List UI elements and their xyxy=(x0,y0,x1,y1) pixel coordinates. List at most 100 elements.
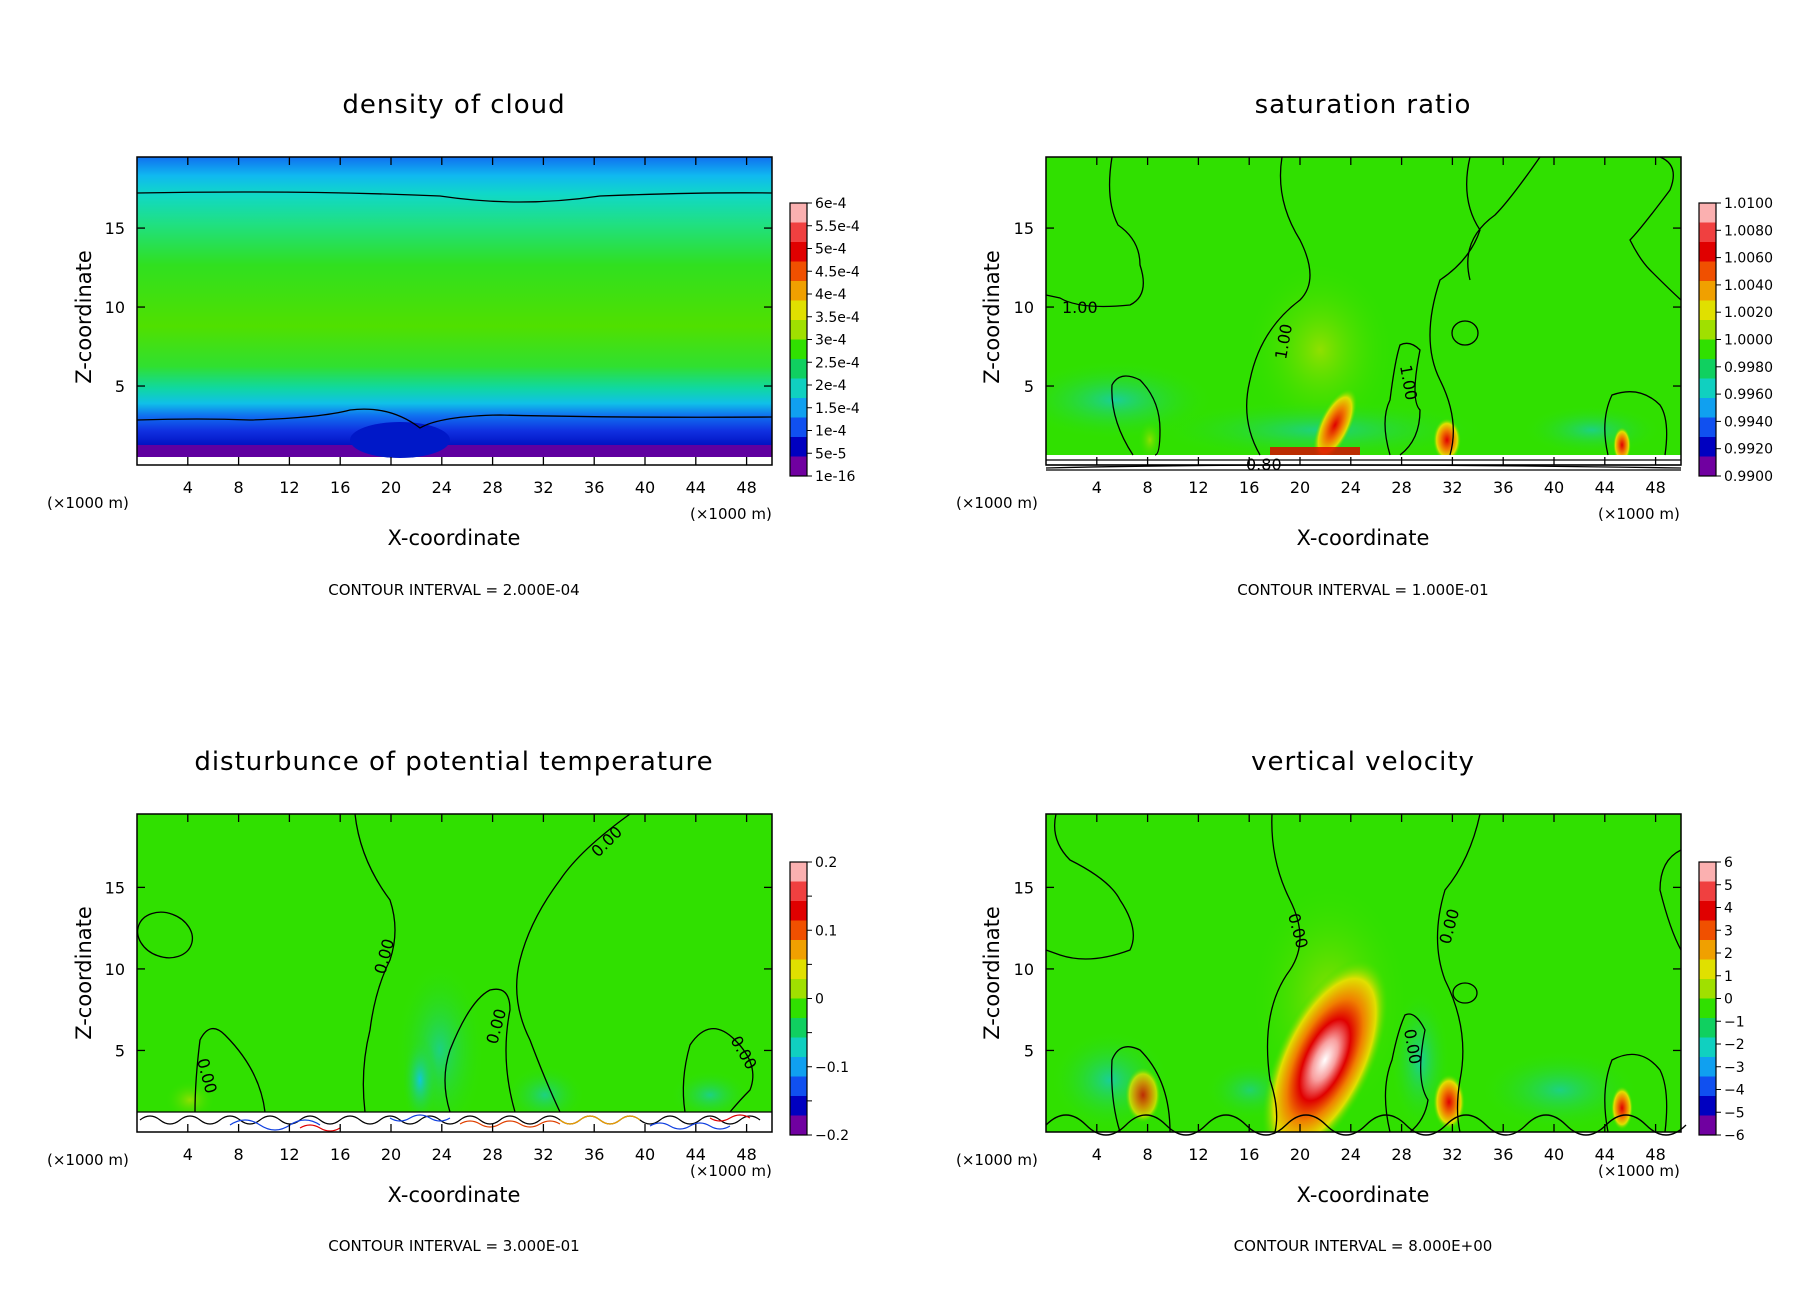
colorbar-label: −0.2 xyxy=(815,1128,849,1144)
colorbar-label: 3 xyxy=(1724,923,1733,939)
z-tick-label: 10 xyxy=(1014,960,1034,979)
x-tick-label: 48 xyxy=(736,478,756,497)
x-tick-label: 12 xyxy=(1188,478,1208,497)
colorbar-swatch xyxy=(1699,1096,1716,1116)
colorbar-swatch xyxy=(1699,339,1716,360)
colorbar-label: 0 xyxy=(1724,992,1733,1008)
x-tick-label: 24 xyxy=(1341,1145,1361,1164)
colorbar-swatch xyxy=(790,1018,807,1038)
x-tick-label: 28 xyxy=(482,1145,502,1164)
colorbar-label: 1.5e-4 xyxy=(815,401,860,417)
colorbar-label: 1.0000 xyxy=(1724,333,1773,349)
x-tick-label: 8 xyxy=(234,1145,244,1164)
panel-saturation-ratio: saturation ratio xyxy=(956,90,1773,599)
colorbar-swatch xyxy=(790,203,807,223)
z-ticks: 5 10 15 xyxy=(105,219,772,396)
colorbar-swatch xyxy=(1699,300,1716,321)
x-tick-label: 20 xyxy=(1290,1145,1310,1164)
colorbar-swatch xyxy=(790,1057,807,1077)
colorbar-label: −4 xyxy=(1724,1083,1745,1099)
colorbar-swatch xyxy=(1699,398,1716,418)
colorbar-swatch xyxy=(1699,1076,1716,1097)
y-axis-label: Z-coordinate xyxy=(980,906,1004,1040)
x-tick-label: 20 xyxy=(1290,478,1310,497)
y-axis-label: Z-coordinate xyxy=(980,250,1004,384)
colorbar-label: 4 xyxy=(1724,901,1733,917)
colorbar-label: 0.9900 xyxy=(1724,469,1773,485)
x-tick-label: 12 xyxy=(279,1145,299,1164)
z-tick-label: 5 xyxy=(115,1041,125,1060)
colorbar-swatch xyxy=(790,242,807,262)
colorbar-swatch xyxy=(1699,862,1716,882)
colorbar-label: −5 xyxy=(1724,1105,1745,1121)
colorbar-swatch xyxy=(790,339,807,360)
x-tick-label: 44 xyxy=(686,1145,706,1164)
colorbar-label: −1 xyxy=(1724,1014,1745,1030)
colorbar-label: 1.0080 xyxy=(1724,223,1773,239)
colorbar-swatch xyxy=(790,940,807,960)
colorbar-swatch xyxy=(790,359,807,379)
z-tick-label: 5 xyxy=(115,377,125,396)
z-tick-label: 10 xyxy=(1014,298,1034,317)
z-tick-label: 15 xyxy=(1014,878,1034,897)
plot-frame xyxy=(1045,813,1682,1133)
x-tick-label: 4 xyxy=(183,1145,193,1164)
x-unit-label: (×1000 m) xyxy=(47,494,129,512)
colorbar-swatch xyxy=(1699,359,1716,379)
colorbar-label: 1.0060 xyxy=(1724,251,1773,267)
x-tick-label: 40 xyxy=(1544,1145,1564,1164)
axis-labels: X-coordinate Z-coordinate (×1000 m) (×10… xyxy=(956,250,1680,599)
x-tick-label: 40 xyxy=(635,478,655,497)
contour-lines xyxy=(136,813,754,1113)
colorbar-swatch xyxy=(1699,417,1716,438)
z-tick-label: 5 xyxy=(1024,377,1034,396)
colorbar-label: −3 xyxy=(1724,1060,1745,1076)
x-tick-label: 4 xyxy=(1092,1145,1102,1164)
axis-labels: X-coordinate Z-coordinate (×1000 m) (×10… xyxy=(47,250,772,599)
colorbar-swatch xyxy=(1699,920,1716,941)
contour-label: 1.00 xyxy=(1062,298,1098,317)
colorbar-label: 0.9960 xyxy=(1724,387,1773,403)
z-tick-label: 15 xyxy=(105,878,125,897)
colorbar-swatch xyxy=(790,417,807,438)
colorbar-label: −2 xyxy=(1724,1037,1745,1053)
colorbar-label: 1e-4 xyxy=(815,424,847,440)
x-tick-label: 20 xyxy=(381,478,401,497)
x-tick-label: 4 xyxy=(183,478,193,497)
y-axis-label: Z-coordinate xyxy=(72,906,96,1040)
panel-title: disturbunce of potential temperature xyxy=(194,747,713,777)
contour-line-labels: 1.00 1.00 1.00 0.80 xyxy=(1062,298,1421,474)
colorbar-label: 3e-4 xyxy=(815,333,847,349)
x-tick-label: 4 xyxy=(1092,478,1102,497)
z-tick-label: 5 xyxy=(1024,1041,1034,1060)
colorbar-swatch xyxy=(790,959,807,980)
panel-title: vertical velocity xyxy=(1251,747,1475,777)
axis-labels: X-coordinate Z-coordinate (×1000 m) (×10… xyxy=(47,906,772,1255)
colorbar-swatch xyxy=(790,378,807,399)
x-tick-label: 48 xyxy=(736,1145,756,1164)
y-axis-label: Z-coordinate xyxy=(72,250,96,384)
panel-density-of-cloud: density of cloud X-coordinate Z-coordina… xyxy=(47,90,860,599)
colorbar-swatch xyxy=(790,920,807,941)
x-tick-label: 44 xyxy=(1595,1145,1615,1164)
colorbar-swatch xyxy=(790,281,807,301)
x-unit-label: (×1000 m) xyxy=(47,1151,129,1169)
x-tick-label: 8 xyxy=(1143,1145,1153,1164)
colorbar-swatch xyxy=(790,261,807,282)
x-tick-label: 40 xyxy=(1544,478,1564,497)
colorbar-label: 4e-4 xyxy=(815,287,847,303)
x-axis-label: X-coordinate xyxy=(388,1183,521,1207)
colorbar-label: 1 xyxy=(1724,969,1733,985)
z-ticks: 5 10 15 xyxy=(105,878,772,1060)
x-ticks: 4 8 12 16 20 24 28 32 36 40 44 48 xyxy=(1092,157,1666,497)
x-tick-label: 36 xyxy=(584,478,604,497)
colorbar-swatch xyxy=(1699,222,1716,243)
z-unit-label: (×1000 m) xyxy=(690,1162,772,1180)
colorbar-label: 5e-5 xyxy=(815,446,846,462)
colorbar-swatch xyxy=(790,300,807,321)
colorbar-label: 0.9980 xyxy=(1724,360,1773,376)
colorbar-label: 1e-16 xyxy=(815,469,855,485)
colorbar-label: 3.5e-4 xyxy=(815,310,860,326)
colorbar-swatch xyxy=(1699,320,1716,340)
colorbar-swatch xyxy=(790,398,807,418)
